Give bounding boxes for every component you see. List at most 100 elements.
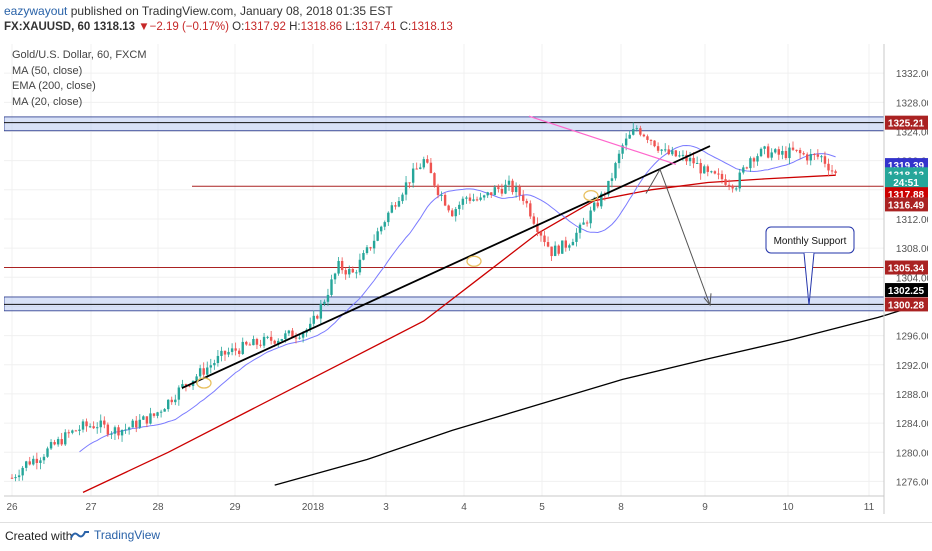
candle-body	[806, 154, 809, 161]
candle-body	[319, 303, 323, 319]
candle-body	[699, 162, 702, 174]
candle-body	[301, 332, 305, 338]
open-label: O:	[232, 21, 245, 33]
candle-body	[475, 199, 479, 201]
candle-body	[493, 187, 496, 196]
candle-body	[756, 156, 759, 162]
ma20-series	[79, 144, 836, 453]
candle-body	[39, 460, 42, 463]
candle-body	[348, 268, 351, 275]
candle-body	[323, 301, 326, 304]
candle-body	[621, 145, 624, 154]
candle-body	[269, 336, 273, 341]
candle-body	[362, 252, 365, 260]
chart-area[interactable]: Monthly Support 1276.00 1280.00 1284.00 128…	[3, 44, 932, 514]
close-label: C:	[399, 21, 412, 33]
high-value: 1318.86	[300, 21, 343, 33]
candle-body	[692, 157, 695, 164]
candle-body	[813, 154, 816, 156]
candle-body	[60, 439, 63, 445]
candle-body	[220, 350, 223, 356]
candle-body	[67, 432, 70, 434]
candle-body	[74, 430, 78, 432]
candle-body	[216, 355, 220, 364]
price-tag-bg	[885, 283, 928, 298]
candle-body	[333, 273, 337, 280]
candle-body	[340, 260, 344, 271]
symbol-label: FX:XAUUSD, 60	[4, 21, 91, 33]
candle-body	[706, 166, 709, 172]
candle-body	[816, 154, 820, 157]
candle-body	[372, 240, 376, 249]
change-value: −2.19 (−0.17%)	[149, 21, 229, 33]
candle-body	[14, 477, 17, 479]
candle-body	[248, 344, 252, 346]
candle-body	[752, 158, 756, 162]
tradingview-brand[interactable]: TradingView	[70, 528, 160, 542]
legend-ma50[interactable]: MA (50, close)	[12, 64, 83, 77]
monthly-support-zone	[3, 296, 885, 312]
price-tag-bg	[885, 115, 928, 130]
legend-ema200[interactable]: EMA (200, close)	[12, 80, 96, 92]
candle-body	[745, 167, 749, 169]
candle-body	[390, 205, 394, 213]
candle-body	[174, 399, 177, 403]
candle-body	[802, 153, 805, 155]
x-tick-label: 3	[383, 502, 389, 513]
x-tick-label: 28	[152, 502, 164, 513]
candle-body	[241, 341, 244, 354]
price-tag-label: 1305.34	[888, 264, 925, 275]
candle-body	[553, 245, 557, 257]
time-axis[interactable]: 26 27 28 29 2018 3 4 5 8 9 10 11	[4, 495, 884, 513]
candle-body	[149, 413, 152, 424]
candle-body	[159, 411, 163, 413]
price-tag-label: 1316.49	[888, 200, 925, 211]
y-tick-label: 1284.00	[896, 419, 928, 430]
candle-body	[703, 166, 706, 174]
candle-body	[32, 458, 35, 465]
candle-body	[25, 461, 28, 468]
price-chart[interactable]: Monthly Support 1276.00 1280.00 1284.00 128…	[3, 44, 932, 514]
candle-body	[589, 210, 592, 224]
candle-body	[156, 412, 159, 416]
x-tick-label: 27	[85, 502, 97, 513]
candle-body	[71, 430, 74, 433]
uptrend-line	[181, 145, 711, 389]
candle-body	[720, 173, 724, 180]
candle-body	[514, 186, 518, 193]
candle-body	[170, 399, 173, 403]
x-tick-label: 29	[229, 502, 241, 513]
candle-body	[209, 365, 212, 368]
candle-body	[64, 432, 67, 445]
candle-body	[316, 315, 319, 319]
candle-body	[671, 150, 674, 155]
candle-body	[291, 330, 294, 338]
candle-body	[330, 279, 333, 295]
candle-body	[550, 246, 553, 257]
x-tick-label: 9	[702, 502, 708, 513]
ma50-series	[82, 174, 836, 493]
author-link[interactable]: eazywayout	[4, 4, 68, 18]
candle-body	[735, 188, 738, 190]
candle-body	[561, 240, 564, 254]
x-tick-label: 8	[618, 502, 624, 513]
candle-body	[135, 420, 138, 428]
y-tick-label: 1308.00	[896, 244, 928, 255]
resistance-zone	[3, 116, 885, 132]
low-label: L:	[345, 21, 355, 33]
candle-body	[206, 367, 209, 375]
legend-ma20[interactable]: MA (20, close)	[12, 95, 83, 108]
change-arrow-icon: ▼	[138, 21, 150, 33]
candle-body	[419, 167, 422, 169]
candle-body	[284, 333, 287, 340]
candlestick-series	[10, 122, 837, 482]
x-tick-label: 4	[461, 502, 467, 513]
candle-body	[120, 429, 124, 436]
candle-body	[731, 185, 734, 189]
legend-title[interactable]: Gold/U.S. Dollar, 60, FXCM	[12, 49, 147, 61]
candle-body	[628, 134, 631, 139]
candle-body	[415, 168, 418, 170]
y-tick-label: 1304.00	[896, 273, 928, 284]
close-value: 1318.13	[411, 21, 453, 33]
candle-body	[617, 153, 621, 164]
